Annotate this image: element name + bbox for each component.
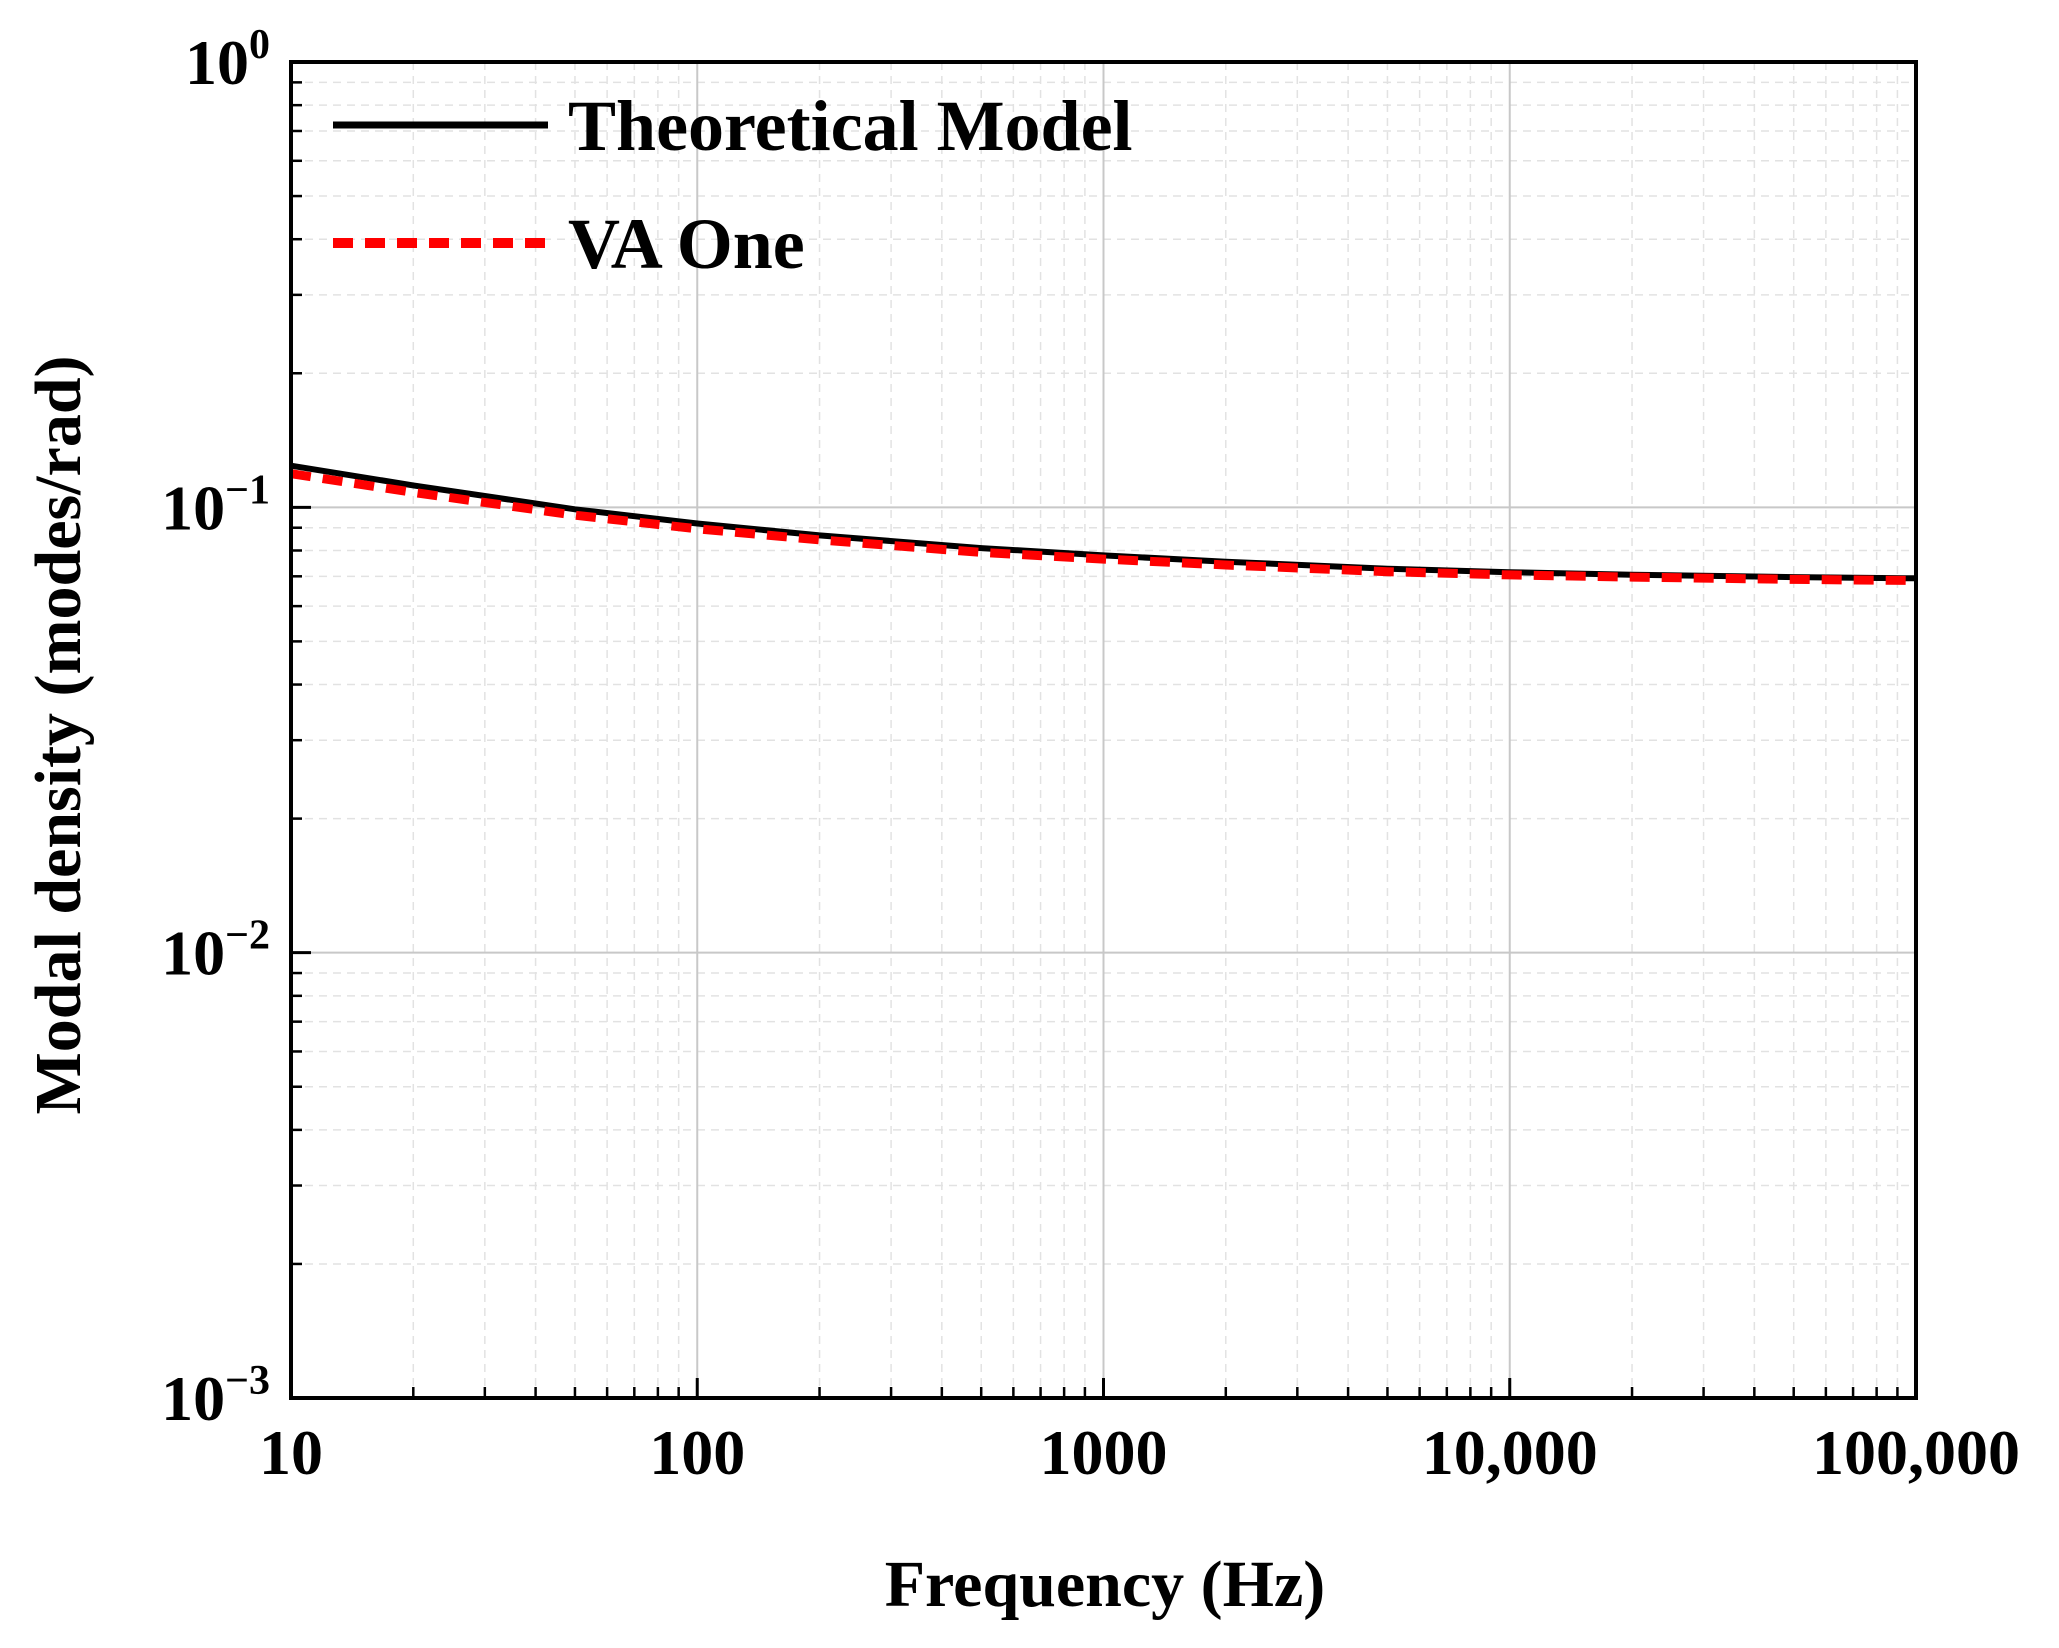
series-line-va-one (290, 469, 1917, 585)
legend: Theoretical Model VA One (333, 86, 1133, 284)
x-tick-label: 10 (259, 1417, 323, 1488)
y-tick-exponent: −1 (225, 467, 270, 513)
y-tick-exponent: −3 (225, 1358, 270, 1404)
y-tick-label: 10−2 (161, 913, 270, 989)
x-tick-label: 100,000 (1812, 1417, 2020, 1488)
series-layer (290, 462, 1917, 585)
x-tick-labels: 10 100 1000 10,000 100,000 (259, 1417, 2020, 1488)
x-tick-label: 100 (649, 1417, 745, 1488)
x-axis-label: Frequency (Hz) (885, 1548, 1326, 1621)
x-tick-label: 10,000 (1422, 1417, 1598, 1488)
x-tick-label: 1000 (1040, 1417, 1168, 1488)
major-gridlines (291, 62, 1916, 1398)
axis-ticks (289, 60, 1918, 1400)
y-tick-base: 10 (161, 1363, 225, 1434)
legend-label-va-one: VA One (568, 204, 805, 284)
y-tick-label: 10−3 (161, 1358, 270, 1434)
y-tick-exponent: −2 (225, 913, 270, 959)
y-tick-base: 10 (161, 472, 225, 543)
y-tick-label: 10−1 (161, 467, 270, 543)
y-tick-base: 10 (185, 27, 249, 98)
y-tick-exponent: 0 (249, 22, 270, 68)
legend-label-theoretical-model: Theoretical Model (568, 86, 1133, 166)
y-tick-base: 10 (161, 918, 225, 989)
y-axis-label: Modal density (modes/rad) (22, 356, 95, 1115)
y-tick-label: 100 (185, 22, 270, 98)
